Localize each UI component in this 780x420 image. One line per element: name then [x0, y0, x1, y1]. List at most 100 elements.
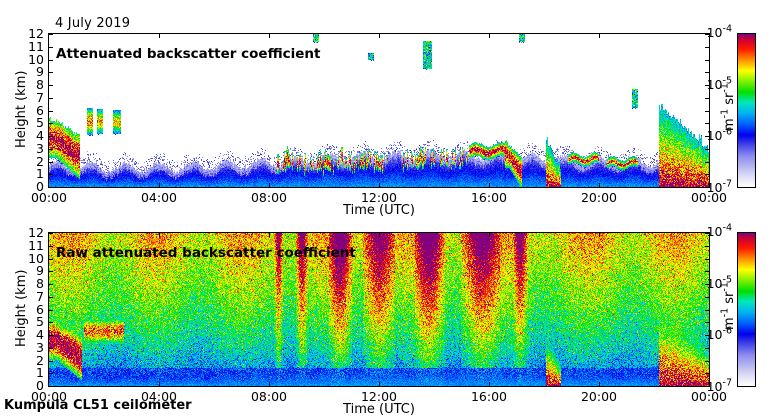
panel-0-x-axis-label: Time (UTC): [343, 203, 415, 218]
panel-1-x-tickmark: [159, 382, 160, 387]
colorbar-bottom-tick--6: 10-6: [706, 325, 732, 343]
panel-1-y-tickmark: [48, 296, 53, 298]
panel-0-y-tick-1: 1: [36, 166, 44, 181]
panel-0-x-tick-0: 00:00: [30, 190, 68, 205]
panel-0-y-tickmark: [48, 161, 53, 163]
panel-0-y-tick-3: 3: [36, 140, 44, 156]
panel-0-y-tickmark: [705, 148, 710, 150]
panel-0-y-tickmark: [705, 110, 710, 112]
panel-raw-attenuated-backscatter: Raw attenuated backscatter coefficient 0…: [28, 226, 727, 402]
panel-0-x-tickmark: [489, 33, 490, 38]
panel-0-y-tickmark: [705, 59, 710, 61]
panel-0-y-tickmark: [705, 187, 710, 188]
panel-1-y-tick-6: 6: [36, 301, 44, 317]
panel-0-y-tickmark: [48, 123, 53, 125]
panel-0-y-tickmark: [48, 187, 53, 188]
panel-0-y-tick-5: 5: [36, 115, 44, 130]
panel-1-x-axis-label: Time (UTC): [343, 402, 415, 417]
colorbar-top-tick--7: 10-7: [706, 178, 732, 195]
colorbar-top-tick--4: 10-4: [706, 23, 732, 40]
panel-1-x-tick-3: 12:00: [360, 389, 398, 404]
colorbar-top-tick--6: 10-6: [706, 126, 732, 144]
panel-1-x-tickmark: [489, 232, 490, 237]
panel-1-title: Raw attenuated backscatter coefficient: [56, 245, 356, 261]
panel-0-heatmap: [49, 34, 709, 187]
panel-0-x-tickmark: [159, 33, 160, 38]
panel-0-x-tick-1: 04:00: [140, 190, 178, 205]
colorbar-bottom-gradient: [738, 233, 755, 386]
colorbar-top-tick--5: 10-5: [706, 75, 732, 92]
panel-0-y-tickmark: [48, 148, 53, 150]
colorbar-top: [737, 33, 756, 188]
instrument-footer: Kumpula CL51 ceilometer: [4, 398, 192, 413]
panel-1-x-tick-2: 08:00: [250, 389, 288, 404]
panel-1-y-tick-7: 7: [36, 288, 44, 304]
panel-1-y-tickmark: [705, 271, 710, 273]
colorbar-bottom-tick--5: 10-5: [706, 274, 732, 291]
panel-0-x-tickmark: [159, 183, 160, 188]
panel-0-y-tickmark: [705, 123, 710, 125]
panel-0-x-tickmark: [379, 183, 380, 188]
panel-1-y-tickmark: [705, 335, 710, 336]
panel-0-y-tick-9: 9: [36, 64, 44, 79]
panel-1-plot-area: [49, 233, 709, 386]
panel-0-y-tickmark: [48, 136, 53, 137]
colorbar-bottom-tick--7: 10-7: [706, 377, 732, 394]
panel-0-y-tickmark: [48, 72, 53, 74]
colorbar-top-gradient: [738, 34, 755, 187]
panel-1-x-tick-0: 00:00: [30, 389, 68, 404]
panel-0-x-tickmark: [269, 33, 270, 38]
panel-0-x-tick-3: 12:00: [360, 190, 398, 205]
panel-1-y-tick-4: 4: [36, 326, 44, 342]
date-label: 4 July 2019: [55, 16, 131, 31]
panel-0-y-tickmark: [705, 174, 710, 176]
colorbar-bottom: [737, 232, 756, 387]
panel-0-y-tickmark: [48, 97, 53, 99]
panel-0-y-tickmark: [705, 97, 710, 99]
panel-0-y-tick-4: 4: [36, 127, 44, 143]
panel-1-y-tick-8: 8: [36, 275, 44, 291]
panel-1-x-tickmark: [379, 382, 380, 387]
panel-1-y-tickmark: [48, 360, 53, 362]
panel-1-y-tickmark: [48, 373, 53, 375]
panel-0-x-tick-2: 08:00: [250, 190, 288, 205]
panel-1-y-tickmark: [48, 245, 53, 247]
panel-1-y-tick-2: 2: [36, 352, 44, 368]
panel-1-y-tickmark: [705, 245, 710, 247]
panel-1-x-tick-5: 20:00: [580, 389, 618, 404]
panel-0-y-tickmark: [705, 85, 710, 86]
panel-1-y-tickmark: [705, 386, 710, 387]
panel-1-y-tickmark: [48, 233, 53, 234]
panel-0-y-tickmark: [705, 46, 710, 48]
panel-1-y-tickmark: [705, 347, 710, 349]
panel-1-x-tickmark: [379, 232, 380, 237]
panel-0-y-tick-6: 6: [36, 102, 44, 118]
panel-0-y-tick-2: 2: [36, 153, 44, 169]
panel-1-y-tick-3: 3: [36, 339, 44, 355]
panel-1-y-tickmark: [48, 322, 53, 324]
panel-0-y-tick-10: 10: [28, 51, 44, 67]
panel-1-y-tickmark: [48, 258, 53, 260]
panel-0-y-tick-8: 8: [36, 76, 44, 92]
colorbar-top-unit-label: m-1 sr-1: [719, 83, 737, 131]
panel-0-y-tickmark: [48, 34, 53, 35]
panel-1-y-tickmark: [705, 258, 710, 260]
panel-1-y-tick-1: 1: [36, 365, 44, 380]
panel-0-y-tick-12: 12: [28, 25, 44, 41]
panel-0-x-tickmark: [489, 183, 490, 188]
panel-1-x-tick-4: 16:00: [470, 389, 508, 404]
panel-1-y-tick-5: 5: [36, 314, 44, 329]
panel-1-y-tick-12: 12: [28, 224, 44, 240]
colorbar-bottom-tick--4: 10-4: [706, 222, 732, 239]
panel-0-x-tickmark: [599, 183, 600, 188]
panel-0-title: Attenuated backscatter coefficient: [56, 46, 321, 62]
panel-1-x-tickmark: [269, 232, 270, 237]
panel-1-y-tickmark: [705, 322, 710, 324]
panel-0-y-tickmark: [48, 174, 53, 176]
panel-1-y-tick-0: 0: [36, 377, 44, 393]
panel-0-plot-area: [49, 34, 709, 187]
panel-0-y-tickmark: [48, 59, 53, 61]
panel-1-y-tickmark: [48, 386, 53, 387]
panel-1-y-tick-9: 9: [36, 263, 44, 278]
